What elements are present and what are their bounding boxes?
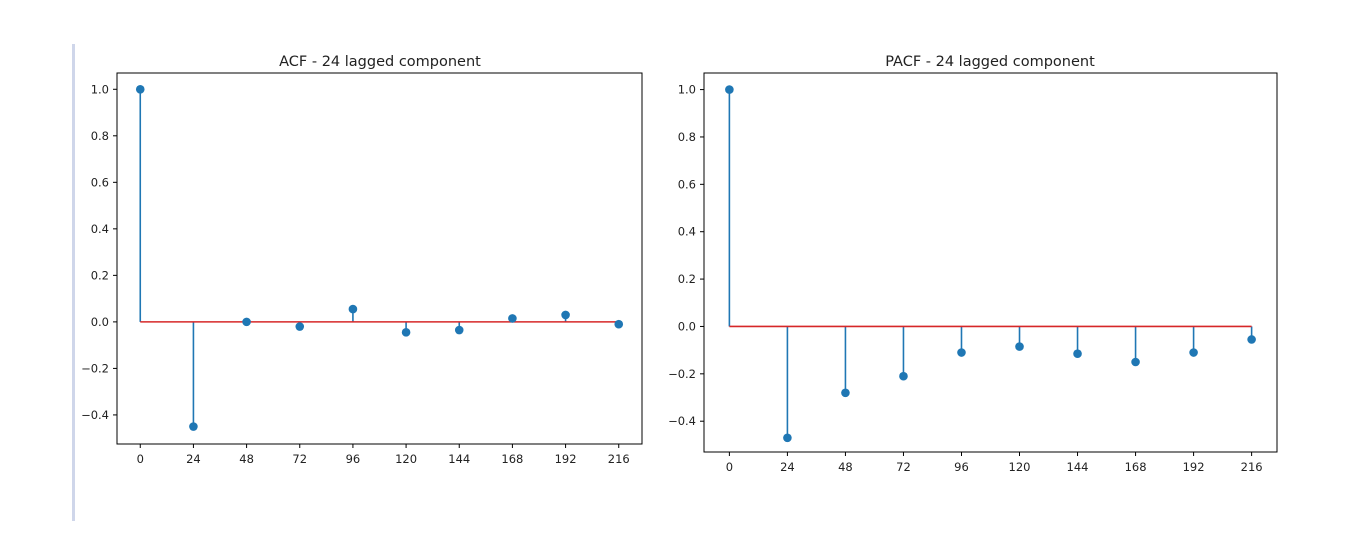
acf-xtick-label: 48 xyxy=(239,452,254,466)
pacf-ytick-label: 0.4 xyxy=(678,225,696,239)
acf-marker-192 xyxy=(561,310,570,320)
acf-marker-96 xyxy=(348,304,358,314)
acf-marker-72 xyxy=(295,322,305,331)
acf-xtick-label: 144 xyxy=(448,452,470,466)
acf-xtick-label: 192 xyxy=(555,452,577,466)
pacf-xtick-label: 72 xyxy=(896,460,911,474)
pacf-marker-168 xyxy=(1131,357,1140,367)
pacf-xtick-label: 24 xyxy=(780,460,795,474)
left-margin-rule xyxy=(72,44,75,521)
acf-ytick-label: −0.4 xyxy=(81,408,109,422)
pacf-xtick-label: 144 xyxy=(1067,460,1089,474)
acf-xtick-label: 0 xyxy=(137,452,144,466)
acf-ytick-label: 0.0 xyxy=(91,315,109,329)
pacf-xtick-label: 0 xyxy=(726,460,733,474)
pacf-chart-title: PACF - 24 lagged component xyxy=(885,54,1095,70)
pacf-ytick-label: −0.4 xyxy=(668,414,696,428)
pacf-xtick-label: 216 xyxy=(1241,460,1263,474)
pacf-marker-144 xyxy=(1073,349,1082,358)
acf-ytick-label: −0.2 xyxy=(81,361,109,375)
acf-xtick-label: 96 xyxy=(346,452,361,466)
acf-marker-24 xyxy=(189,422,198,431)
pacf-xtick-label: 192 xyxy=(1183,460,1205,474)
acf-ytick-label: 0.4 xyxy=(91,222,109,236)
acf-xtick-label: 120 xyxy=(395,452,417,466)
acf-chart: ACF - 24 lagged component 0 24 48 72 96 120 14… xyxy=(81,54,643,466)
pacf-marker-24 xyxy=(783,433,792,443)
pacf-ytick-label: 0.6 xyxy=(678,177,696,191)
pacf-ytick-label: 1.0 xyxy=(678,83,696,97)
acf-marker-120 xyxy=(401,328,411,337)
pacf-ytick-label: 0.8 xyxy=(678,130,696,144)
pacf-chart: PACF - 24 lagged component 0 24 48 72 96 120 1… xyxy=(668,54,1278,474)
pacf-marker-120 xyxy=(1015,342,1024,351)
pacf-marker-72 xyxy=(899,371,908,381)
acf-marker-168 xyxy=(508,314,517,323)
acf-marker-144 xyxy=(454,325,464,335)
acf-marker-0 xyxy=(135,84,145,94)
acf-xtick-label: 216 xyxy=(608,452,630,466)
pacf-ytick-label: −0.2 xyxy=(668,367,696,381)
pacf-marker-96 xyxy=(957,348,966,357)
pacf-xtick-label: 96 xyxy=(954,460,969,474)
acf-xtick-label: 72 xyxy=(292,452,307,466)
acf-marker-48 xyxy=(242,317,251,327)
pacf-axes-frame xyxy=(703,72,1278,453)
pacf-ytick-label: 0.2 xyxy=(678,272,696,286)
acf-ytick-label: 0.2 xyxy=(91,268,109,282)
pacf-marker-192 xyxy=(1189,348,1198,357)
acf-ytick-label: 1.0 xyxy=(91,82,109,96)
acf-axes-frame xyxy=(116,72,643,445)
pacf-marker-48 xyxy=(841,388,850,398)
acf-ytick-label: 0.8 xyxy=(91,129,109,143)
pacf-marker-216 xyxy=(1247,335,1256,344)
acf-xtick-label: 24 xyxy=(186,452,201,466)
pacf-xtick-label: 168 xyxy=(1125,460,1147,474)
acf-ytick-label: 0.6 xyxy=(91,175,109,189)
pacf-ytick-label: 0.0 xyxy=(678,319,696,333)
acf-chart-title: ACF - 24 lagged component xyxy=(279,54,481,70)
pacf-marker-0 xyxy=(725,85,734,94)
pacf-xtick-label: 120 xyxy=(1009,460,1031,474)
acf-marker-216 xyxy=(614,319,624,329)
acf-xtick-label: 168 xyxy=(501,452,523,466)
pacf-xtick-label: 48 xyxy=(838,460,853,474)
